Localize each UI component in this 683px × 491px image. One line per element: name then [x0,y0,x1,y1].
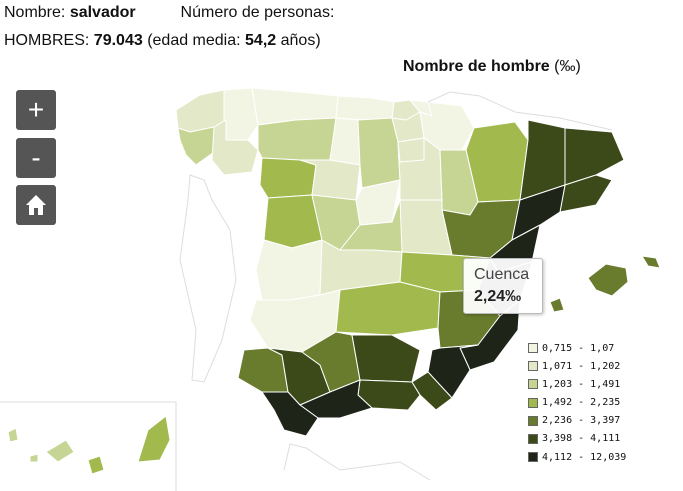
map-title: Nombre de hombre (‰) [403,58,581,75]
tooltip-province-value: 2,24‰ [474,288,522,305]
name-label: Nombre: [4,4,66,21]
legend-label: 1,492 - 2,235 [542,397,621,409]
age-open: (edad media: [147,32,241,49]
province-palencia[interactable] [329,117,361,166]
tooltip-province-name: Cuenca [474,266,530,283]
map-title-unit: (‰) [554,58,581,75]
province-cantabria[interactable] [335,95,395,121]
legend-item: 1,071 - 1,202 [528,358,626,374]
island-el-hierro[interactable] [7,427,19,443]
province-santa-cruz[interactable] [45,439,75,463]
province-caceres[interactable] [255,239,323,301]
men-line: HOMBRES: 79.043 (edad media: 54,2 años) [4,32,321,50]
age-unit: años) [280,32,321,49]
morocco-outline [283,443,431,481]
legend: 0,715 - 1,07 1,071 - 1,202 1,203 - 1,491… [528,340,626,467]
province-mallorca[interactable] [587,263,629,297]
men-value: 79.043 [93,32,143,49]
province-tarragona[interactable] [511,184,566,241]
legend-label: 3,398 - 4,111 [542,433,621,445]
canary-box [0,401,177,491]
province-malaga[interactable] [299,379,373,419]
legend-item: 0,715 - 1,07 [528,340,626,356]
legend-item: 3,398 - 4,111 [528,431,626,447]
province-girona[interactable] [564,127,625,186]
legend-item: 1,492 - 2,235 [528,395,626,411]
legend-swatch [528,433,538,444]
legend-swatch [528,452,538,463]
province-zamora[interactable] [259,157,317,199]
province-jaen[interactable] [351,334,421,383]
province-tooltip: Cuenca 2,24‰ [463,258,543,314]
island-la-gomera[interactable] [29,453,39,463]
france-outline [427,91,613,131]
legend-item: 2,236 - 3,397 [528,413,626,429]
province-ciudad-real[interactable] [335,281,441,336]
legend-label: 0,715 - 1,07 [542,342,615,354]
province-la-rioja[interactable] [397,137,425,163]
persons-label: Número de personas: [180,4,335,21]
legend-label: 1,203 - 1,491 [542,378,621,390]
province-las-palmas[interactable] [137,415,171,463]
province-guadalajara[interactable] [399,199,453,256]
zoom-out-button[interactable]: - [16,138,56,178]
legend-swatch [528,397,538,408]
province-leon[interactable] [257,117,337,161]
legend-label: 2,236 - 3,397 [542,415,621,427]
province-ibiza[interactable] [549,297,565,313]
age-value: 54,2 [245,32,277,49]
men-label: HOMBRES: [4,32,90,49]
zoom-in-button[interactable]: + [16,90,56,130]
portugal-outline [179,174,237,383]
name-value: salvador [69,4,136,21]
legend-item: 1,203 - 1,491 [528,376,626,392]
province-burgos[interactable] [357,117,401,189]
home-icon [26,195,46,215]
legend-label: 4,112 - 12,039 [542,451,627,463]
province-menorca[interactable] [641,255,661,269]
province-cadiz[interactable] [261,391,319,437]
home-button[interactable] [16,185,56,225]
name-line: Nombre: salvador Número de personas: [4,4,334,22]
legend-swatch [528,379,538,390]
province-pontevedra[interactable] [177,126,215,166]
legend-swatch [528,343,538,353]
province-murcia[interactable] [427,344,479,399]
legend-item: 4,112 - 12,039 [528,449,626,465]
legend-swatch [528,361,538,372]
legend-label: 1,071 - 1,202 [542,360,621,372]
province-almeria[interactable] [411,371,453,411]
island-gran-canaria[interactable] [87,455,105,475]
legend-swatch [528,415,538,426]
